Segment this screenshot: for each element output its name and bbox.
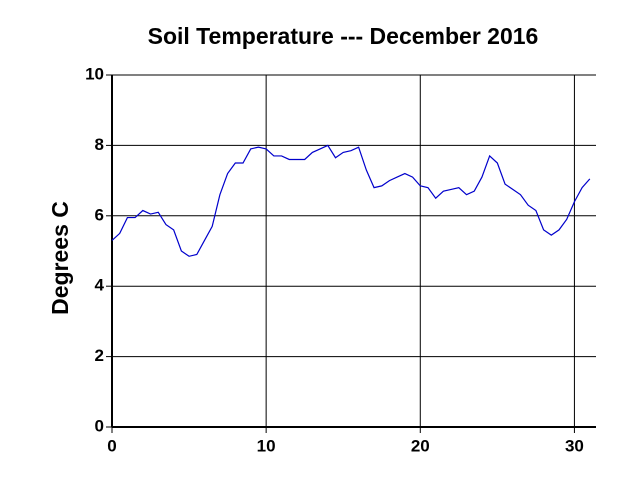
y-tick-label: 10 bbox=[85, 64, 104, 83]
x-tick-label: 20 bbox=[411, 436, 430, 455]
y-tick-label: 2 bbox=[95, 346, 104, 365]
y-tick-label: 0 bbox=[95, 416, 104, 435]
y-tick-label: 8 bbox=[95, 135, 104, 154]
y-tick-label: 4 bbox=[95, 276, 105, 295]
data-line bbox=[111, 144, 591, 257]
x-tick-label: 10 bbox=[257, 436, 276, 455]
chart-title: Soil Temperature --- December 2016 bbox=[148, 23, 539, 49]
y-tick-label: 6 bbox=[95, 205, 104, 224]
y-axis-label: Degrees C bbox=[47, 201, 73, 315]
x-tick-label: 30 bbox=[565, 436, 584, 455]
x-tick-label: 0 bbox=[107, 436, 116, 455]
